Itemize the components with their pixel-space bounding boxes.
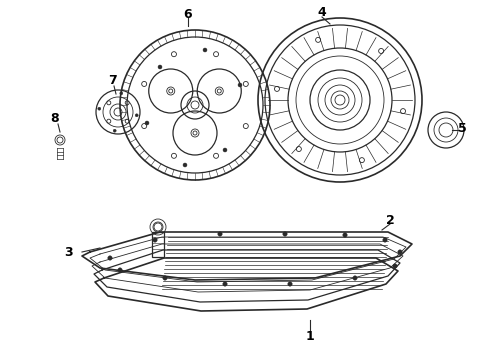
Text: 7: 7 (108, 73, 117, 86)
Circle shape (383, 238, 387, 242)
Text: 5: 5 (458, 122, 466, 135)
Text: 2: 2 (386, 213, 394, 226)
Text: 8: 8 (50, 112, 59, 125)
Circle shape (183, 163, 187, 167)
Circle shape (223, 282, 227, 286)
Circle shape (223, 148, 227, 152)
Circle shape (283, 232, 287, 236)
Circle shape (163, 276, 167, 280)
Text: 3: 3 (64, 246, 73, 258)
Circle shape (118, 268, 122, 272)
Circle shape (398, 250, 402, 254)
Circle shape (343, 233, 347, 237)
Circle shape (203, 48, 207, 52)
Circle shape (135, 114, 138, 117)
Circle shape (98, 107, 101, 110)
Text: 4: 4 (318, 5, 326, 18)
Text: 1: 1 (306, 329, 315, 342)
Circle shape (108, 256, 112, 260)
Circle shape (288, 282, 292, 286)
Circle shape (353, 276, 357, 280)
Circle shape (153, 238, 157, 242)
Circle shape (238, 83, 242, 87)
Circle shape (145, 121, 149, 125)
Circle shape (158, 65, 162, 69)
Circle shape (113, 129, 116, 132)
Circle shape (120, 92, 123, 95)
Circle shape (393, 264, 397, 268)
Text: 6: 6 (184, 8, 192, 21)
Circle shape (218, 232, 222, 236)
Bar (152, 232, 164, 257)
